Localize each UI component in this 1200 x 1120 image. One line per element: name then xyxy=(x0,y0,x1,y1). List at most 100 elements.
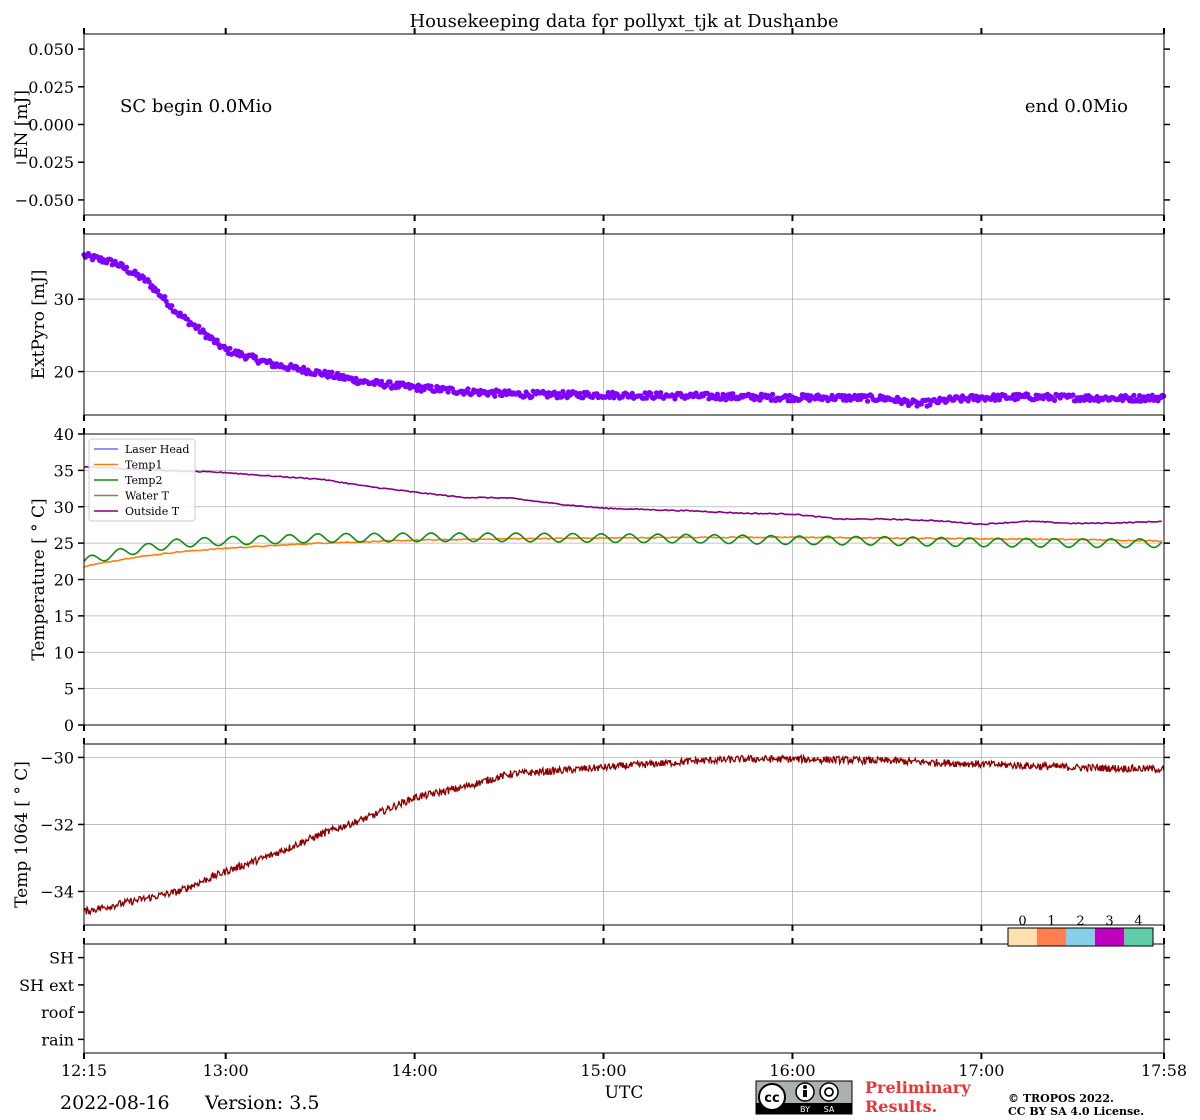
extpyro-point xyxy=(135,271,141,277)
colorbar-label: 3 xyxy=(1105,914,1113,929)
extpyro-point xyxy=(770,391,776,397)
y-tick-label: 0 xyxy=(64,716,74,735)
energy-panel: 0.050 0.025 0.000 −0.025 −0.050 EN [mJ] SC beg… xyxy=(12,28,1170,221)
legend-entry: Water T xyxy=(125,490,170,503)
extpyro-point xyxy=(414,387,420,393)
status-y-label: roof xyxy=(41,1003,75,1022)
y-tick-label: 0.050 xyxy=(28,40,74,59)
y-axis-label: EN [mJ] xyxy=(12,90,32,159)
x-tick-label: 14:00 xyxy=(392,1061,438,1080)
extpyro-point xyxy=(529,394,535,400)
colorbar-label: 4 xyxy=(1134,914,1142,929)
temp1064-panel: −30 −32 −34 Temp 1064 [ ° C] xyxy=(12,738,1170,931)
extpyro-point xyxy=(428,383,434,389)
extpyro-point xyxy=(432,388,438,394)
status-y-label: SH ext xyxy=(19,976,74,995)
series-line-temp1 xyxy=(83,535,1163,568)
temp1064-line xyxy=(83,753,1165,916)
y-tick-label: 30 xyxy=(54,498,74,517)
extpyro-point xyxy=(1137,393,1143,399)
footer: 2022-08-16 Version: 3.5 cc BY SA Prelimi… xyxy=(60,1078,1144,1118)
legend-entry: Outside T xyxy=(125,505,180,518)
x-tick-label: 17:00 xyxy=(958,1061,1004,1080)
sc-begin-annotation: SC begin 0.0Mio xyxy=(120,96,272,117)
legend-entry: Temp2 xyxy=(125,474,162,487)
y-tick-label: −32 xyxy=(40,815,74,834)
colorbar-frame xyxy=(1007,927,1154,947)
colorbar-cell xyxy=(1095,928,1124,946)
preliminary-label-line1: Preliminary xyxy=(865,1078,971,1097)
y-axis-label: ExtPyro [mJ] xyxy=(29,270,49,380)
extpyro-point xyxy=(140,274,147,280)
extpyro-point xyxy=(648,390,654,397)
extpyro-point xyxy=(658,390,664,396)
y-axis-label: Temp 1064 [ ° C] xyxy=(12,761,32,908)
status-panel: SH SH ext roof rain xyxy=(19,938,1170,1059)
x-tick-label: 15:00 xyxy=(580,1061,626,1080)
y-tick-label: −30 xyxy=(40,748,74,767)
series-line-temp2 xyxy=(83,532,1163,562)
extpyro-point xyxy=(322,368,328,374)
figure-title: Housekeeping data for pollyxt_tjk at Dus… xyxy=(409,11,838,32)
copyright-line2: CC BY SA 4.0 License. xyxy=(1008,1105,1144,1118)
axes-frame xyxy=(83,233,1165,416)
y-tick-label: −34 xyxy=(40,882,74,901)
extpyro-point xyxy=(611,395,617,401)
y-tick-label: 20 xyxy=(54,363,74,382)
x-axis-label: UTC xyxy=(605,1083,644,1103)
x-tick-label: 12:15 xyxy=(61,1061,107,1080)
extpyro-point xyxy=(1052,397,1058,403)
legend-box xyxy=(88,438,196,522)
y-tick-label: 25 xyxy=(54,534,74,553)
y-tick-label: 30 xyxy=(54,290,74,309)
extpyro-point xyxy=(329,369,335,375)
status-colorbar: 0 1 2 3 4 xyxy=(1007,914,1154,947)
extpyro-point xyxy=(146,279,152,285)
status-y-label: SH xyxy=(49,949,74,968)
axes-frame xyxy=(83,33,1165,216)
colorbar-label: 2 xyxy=(1076,914,1084,929)
y-tick-label: 15 xyxy=(54,607,74,626)
extpyro-point xyxy=(123,264,130,270)
extpyro-point xyxy=(492,393,498,399)
cc-badge-by: BY xyxy=(800,1105,810,1114)
extpyro-point xyxy=(652,394,658,400)
extpyro-point xyxy=(829,392,835,398)
extpyro-point xyxy=(1070,392,1076,398)
extpyro-point xyxy=(252,354,258,360)
preliminary-label-line2: Results. xyxy=(865,1097,937,1116)
cc-badge-cc: cc xyxy=(764,1091,779,1106)
cc-badge-sa: SA xyxy=(824,1105,835,1114)
temperature-panel: 40 35 30 25 20 15 10 5 0 Temperature [ ° C] Laser … xyxy=(29,425,1170,735)
extpyro-point xyxy=(1015,396,1021,402)
footer-version: Version: 3.5 xyxy=(204,1092,319,1114)
extpyro-point xyxy=(577,390,583,396)
y-tick-label: 5 xyxy=(64,680,74,699)
extpyro-point xyxy=(371,381,378,387)
extpyro-point xyxy=(865,398,871,404)
extpyro-point xyxy=(387,379,393,385)
legend-entry: Laser Head xyxy=(125,443,189,456)
y-tick-label: −0.050 xyxy=(15,191,74,210)
y-tick-label: −0.025 xyxy=(15,153,74,172)
colorbar-cell xyxy=(1066,928,1095,946)
sc-end-annotation: end 0.0Mio xyxy=(1025,96,1128,117)
extpyro-point xyxy=(155,288,161,294)
extpyro-panel: 30 20 ExtPyro [mJ] xyxy=(29,228,1170,421)
extpyro-point xyxy=(465,386,471,392)
extpyro-point xyxy=(560,388,566,395)
y-tick-label: 35 xyxy=(54,461,74,480)
colorbar-cell xyxy=(1124,928,1153,946)
x-tick-label: 13:00 xyxy=(203,1061,249,1080)
series-line-outside-t xyxy=(83,465,1162,526)
y-tick-label: 20 xyxy=(54,571,74,590)
axes-frame xyxy=(83,943,1165,1054)
status-y-label: rain xyxy=(41,1030,74,1049)
y-tick-label: 0.000 xyxy=(28,116,74,135)
legend-entry: Temp1 xyxy=(125,459,162,472)
copyright-line1: © TROPOS 2022. xyxy=(1008,1092,1114,1105)
y-tick-label: 10 xyxy=(54,643,74,662)
axes-frame xyxy=(83,743,1165,926)
x-tick-label: 17:58 xyxy=(1141,1061,1187,1080)
extpyro-point xyxy=(163,298,169,304)
